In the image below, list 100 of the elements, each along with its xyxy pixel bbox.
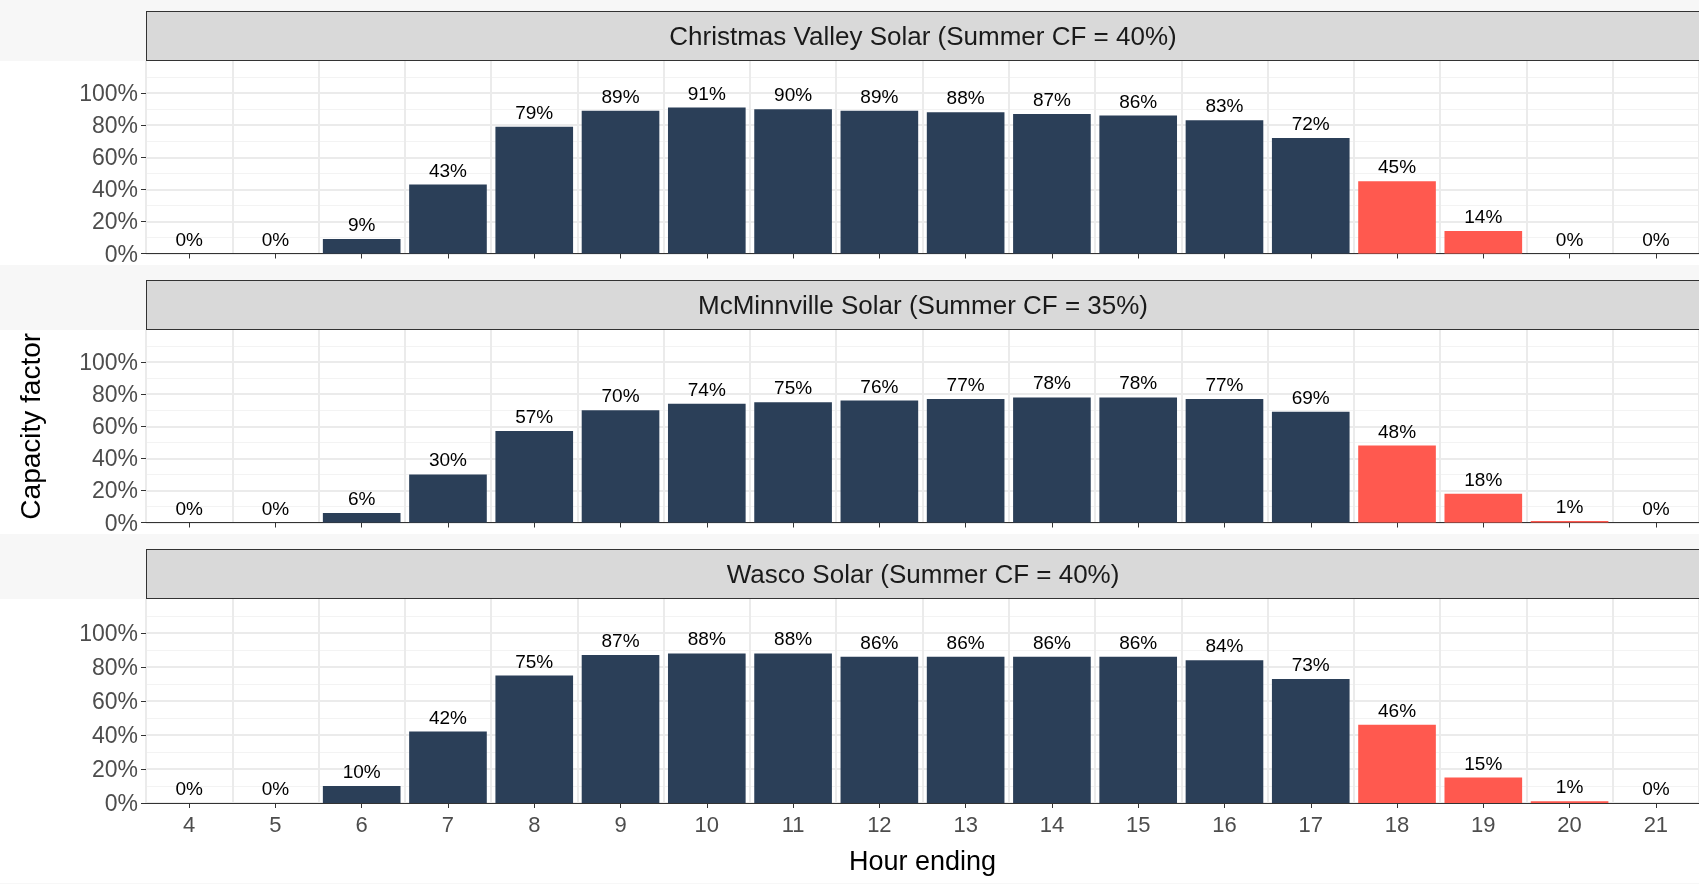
bar — [1444, 777, 1523, 803]
x-tick-label: 17 — [1298, 811, 1323, 837]
data-label: 0% — [175, 778, 203, 799]
x-tick-label: 11 — [781, 811, 805, 837]
bar — [1271, 138, 1350, 254]
y-tick-label: 20% — [91, 477, 138, 504]
data-label: 76% — [860, 375, 899, 397]
data-label: 77% — [1205, 373, 1244, 395]
bar — [1013, 397, 1091, 523]
y-tick-label: 80% — [91, 112, 138, 139]
data-label: 18% — [1464, 468, 1503, 490]
data-label: 91% — [687, 82, 726, 104]
chart-title: McMinnville Solar (Summer CF = 35%) — [146, 280, 1699, 330]
data-label: 48% — [1378, 420, 1417, 442]
data-label: 45% — [1378, 156, 1417, 178]
bar — [322, 512, 401, 523]
y-tick-label: 80% — [91, 381, 138, 408]
x-tick-label: 9 — [614, 811, 627, 837]
data-label: 86% — [860, 631, 899, 653]
bar — [840, 400, 919, 523]
chart-title: Christmas Valley Solar (Summer CF = 40%) — [146, 11, 1699, 61]
y-tick-label: 100% — [79, 80, 138, 107]
data-label: 0% — [1555, 228, 1584, 250]
data-label: 1% — [1555, 495, 1584, 517]
data-label: 86% — [1032, 631, 1072, 653]
x-axis-title: Hour ending — [848, 845, 997, 876]
data-label: 83% — [1205, 95, 1244, 117]
data-label: 78% — [1119, 372, 1158, 394]
data-label: 0% — [1642, 228, 1670, 250]
data-label: 0% — [1642, 778, 1670, 799]
data-label: 89% — [860, 85, 899, 107]
bar — [495, 431, 574, 523]
bar — [581, 655, 660, 803]
data-label: 87% — [1032, 88, 1072, 110]
bar — [754, 653, 832, 803]
data-label: 72% — [1291, 113, 1330, 134]
y-tick-label: 0% — [104, 509, 138, 536]
bar — [1013, 656, 1091, 803]
chart-title: Wasco Solar (Summer CF = 40%) — [146, 549, 1699, 599]
bar — [1185, 660, 1264, 803]
y-tick-label: 20% — [91, 208, 138, 235]
y-tick-label: 40% — [91, 722, 138, 748]
bar — [581, 410, 660, 523]
bar — [667, 653, 746, 803]
y-axis-title: Capacity factor — [14, 332, 46, 520]
data-label: 77% — [946, 373, 985, 395]
data-label: 0% — [261, 497, 290, 519]
data-label: 87% — [601, 630, 640, 652]
y-tick-label: 0% — [104, 790, 138, 816]
data-label: 88% — [687, 628, 726, 650]
bar — [1185, 120, 1264, 254]
data-label: 0% — [1642, 497, 1670, 519]
data-label: 86% — [946, 631, 985, 653]
bar — [495, 675, 574, 803]
x-tick-label: 4 — [183, 811, 196, 837]
data-label: 84% — [1205, 635, 1244, 657]
bar — [1271, 411, 1350, 523]
x-tick-label: 12 — [867, 811, 892, 837]
y-tick-label: 40% — [91, 445, 138, 472]
bar — [754, 109, 832, 254]
data-label: 30% — [428, 449, 468, 471]
data-label: 74% — [687, 378, 726, 400]
data-label: 86% — [1119, 90, 1158, 112]
bar — [1358, 724, 1436, 803]
x-tick-label: 16 — [1212, 811, 1237, 837]
x-tick-label: 7 — [441, 811, 455, 837]
data-label: 14% — [1464, 206, 1503, 228]
x-tick-label: 13 — [953, 811, 978, 837]
bar — [1358, 181, 1436, 254]
data-label: 88% — [774, 628, 813, 650]
x-tick-label: 18 — [1384, 811, 1410, 837]
data-label: 69% — [1291, 386, 1330, 408]
bar — [1444, 493, 1523, 523]
x-tick-label: 8 — [528, 811, 541, 837]
y-tick-label: 100% — [79, 620, 138, 646]
bar — [409, 731, 487, 803]
data-label: 43% — [428, 159, 468, 181]
data-label: 75% — [774, 377, 813, 399]
bar — [926, 656, 1005, 803]
bar — [1271, 678, 1350, 803]
bar — [926, 112, 1005, 254]
y-tick-label: 60% — [91, 688, 138, 714]
bar — [495, 126, 574, 254]
x-tick-label: 6 — [355, 811, 368, 837]
bar — [1099, 115, 1178, 254]
y-tick-label: 60% — [91, 413, 138, 440]
data-label: 10% — [342, 761, 381, 782]
bar — [754, 402, 832, 523]
x-tick-label: 10 — [694, 811, 720, 837]
data-label: 0% — [261, 228, 290, 250]
bar — [840, 656, 919, 803]
bar — [667, 107, 746, 254]
data-label: 6% — [347, 487, 376, 509]
bar — [409, 474, 487, 523]
data-label: 79% — [515, 101, 554, 123]
x-tick-label: 15 — [1125, 811, 1151, 837]
data-label: 89% — [601, 85, 640, 107]
data-label: 42% — [428, 706, 468, 728]
data-label: 0% — [175, 228, 203, 250]
y-tick-label: 0% — [104, 240, 138, 267]
